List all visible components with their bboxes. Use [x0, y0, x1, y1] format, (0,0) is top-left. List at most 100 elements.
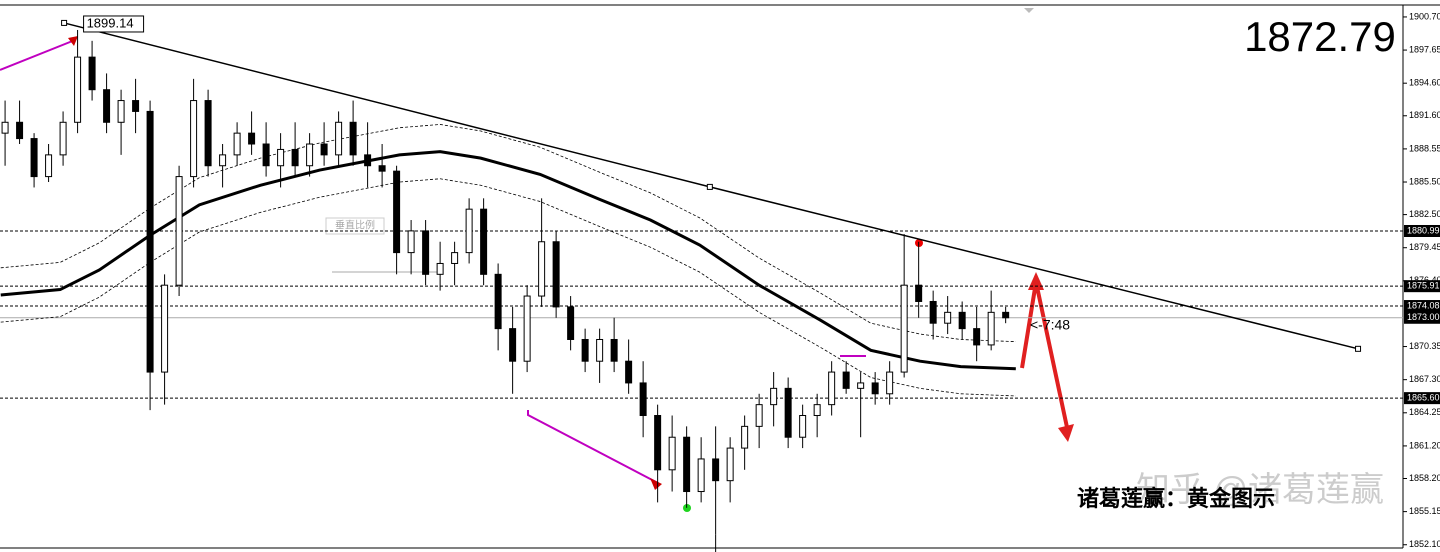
y-tick-label: 1882.50 [1409, 209, 1440, 219]
candle-body [697, 458, 705, 493]
candle-body [465, 208, 473, 254]
candle-body [857, 382, 865, 389]
scale-box: 垂直比例 [325, 217, 440, 273]
candle-body [306, 143, 314, 167]
moving-average [0, 150, 1016, 371]
candle-body [552, 241, 560, 308]
candle-body [291, 148, 299, 167]
signature: 诸葛莲赢：黄金图示 [1077, 486, 1275, 512]
y-tick-label: 1861.20 [1409, 440, 1440, 450]
level-label: 1874.08 [1407, 300, 1440, 310]
candle-body [726, 447, 734, 482]
candle-body [349, 121, 357, 156]
candle-body [407, 230, 415, 254]
candle-body [886, 371, 894, 395]
low-dot [683, 504, 691, 512]
candle-body [596, 338, 604, 362]
y-tick-label: 1900.70 [1409, 11, 1440, 21]
level-tag [1404, 224, 1440, 237]
candle-body [509, 328, 517, 362]
arrow-head [1058, 424, 1074, 442]
candle-body [59, 121, 67, 156]
trendline-anchor [706, 183, 713, 190]
candle-body [654, 415, 662, 471]
candle-body [117, 100, 125, 123]
y-tick-label: 1885.50 [1409, 176, 1440, 186]
candle-body [175, 176, 183, 286]
candle-body [103, 89, 111, 123]
candle-body [828, 371, 836, 406]
magenta-line [527, 410, 659, 484]
candle-body [625, 360, 633, 384]
candle-body [262, 143, 270, 167]
candle-body [770, 387, 778, 406]
candle-body [668, 436, 676, 471]
candle-body [567, 306, 575, 340]
y-tick-label: 1864.25 [1409, 407, 1440, 417]
y-tick-label: 1897.65 [1409, 44, 1440, 54]
candle-body [161, 284, 169, 373]
price-display: 1872.79 [1244, 13, 1396, 60]
level-label: 1865.60 [1407, 393, 1440, 403]
candle-body [480, 208, 488, 275]
high-label: 1899.14 [87, 15, 134, 30]
candle-body [900, 284, 908, 373]
candle-body [944, 311, 952, 324]
candle-body [233, 132, 241, 156]
level-tag [1404, 300, 1440, 313]
magenta-line [0, 39, 76, 71]
candle-body [335, 121, 343, 156]
candle-body [784, 387, 792, 438]
candle-body [987, 311, 995, 346]
trendline-anchor [1355, 345, 1362, 352]
candle-body [958, 311, 966, 330]
high-label-box [83, 15, 145, 33]
candle-body [755, 404, 763, 427]
candle-body [915, 284, 923, 302]
y-tick-label: 1852.10 [1409, 539, 1440, 549]
candle-body [538, 241, 546, 297]
y-tick-label: 1870.35 [1409, 341, 1440, 351]
candle-body [74, 56, 82, 123]
candle-body [320, 143, 328, 156]
candle-body [378, 165, 386, 172]
y-tick-label: 1855.15 [1409, 506, 1440, 516]
red-arrows [1020, 272, 1074, 442]
candle-body [204, 100, 212, 167]
timer: <-7:48 [1030, 317, 1070, 333]
upper-band [0, 124, 1016, 343]
candle-body [813, 404, 821, 417]
arrow-head [68, 36, 78, 46]
candle-body [842, 371, 850, 389]
scale-box-label: 垂直比例 [335, 219, 375, 232]
arrow-head [1028, 272, 1044, 290]
candle-body [146, 110, 154, 373]
candle-body [929, 300, 937, 324]
candle-body [494, 273, 502, 330]
candle-body [799, 415, 807, 438]
level-tag [1404, 392, 1440, 405]
trendline-anchor [61, 19, 68, 26]
candle-body [190, 100, 198, 178]
candle-body [581, 338, 589, 362]
scale-box-frame [325, 217, 385, 235]
candle-body [45, 154, 53, 178]
candle-body [364, 154, 372, 167]
candle-body [610, 338, 618, 362]
candle-body [741, 425, 749, 449]
candle-body [16, 121, 24, 140]
candle-body [30, 138, 38, 178]
candle-body [132, 100, 140, 112]
level-label: 1880.99 [1407, 225, 1440, 235]
candle-body [639, 382, 647, 417]
level-tag [1404, 311, 1440, 324]
candle-body [277, 148, 285, 167]
candle-body [871, 382, 879, 395]
candle-body [712, 458, 720, 482]
level-tag [1404, 280, 1440, 293]
candle-body [523, 295, 531, 362]
candle-body [422, 230, 430, 275]
arrow-head [650, 478, 662, 490]
